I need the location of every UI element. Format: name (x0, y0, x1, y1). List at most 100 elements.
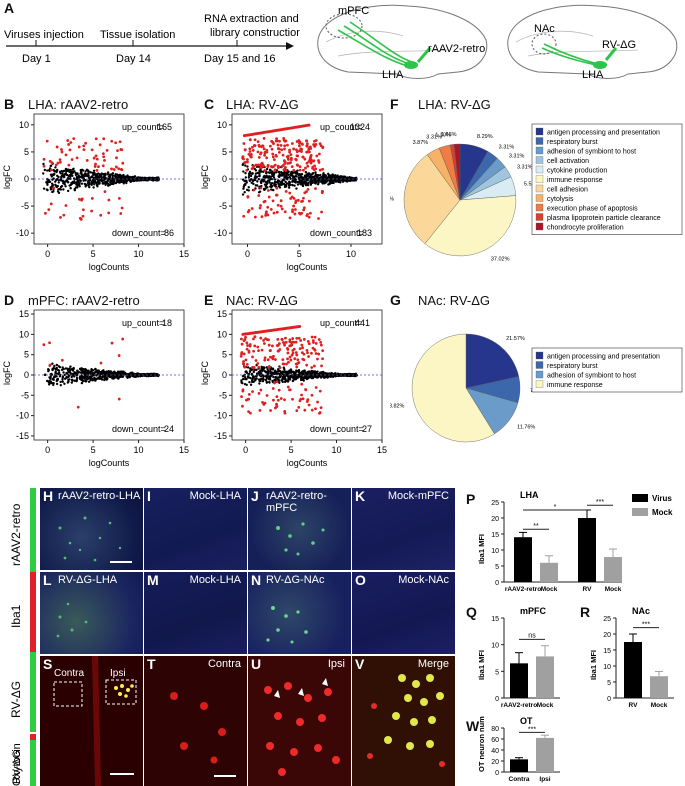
legend-swatch (535, 146, 544, 155)
legend-swatch (535, 194, 544, 202)
ma-point-de (309, 211, 312, 215)
ma-point (115, 375, 118, 379)
ma-point-de (48, 341, 51, 345)
ma-point-de (252, 165, 255, 168)
ma-point-de (298, 168, 302, 172)
ma-point-de (59, 215, 62, 219)
ma-point (88, 181, 91, 185)
micrograph-l: L RV-ΔG-LHA (40, 572, 143, 654)
ma-point (77, 370, 80, 374)
ma-point (76, 172, 79, 175)
ma-point (270, 171, 273, 174)
timeline-day3: Day 15 and 16 (204, 53, 276, 65)
ma-point (323, 173, 326, 177)
ma-point-de (314, 407, 317, 411)
ma-plot-c: 0 5 10 10 5 0 -5 -10 logCounts logFC up_count=1324… (200, 113, 383, 272)
micrograph-t-label: Contra (207, 658, 241, 670)
ma-point (301, 370, 304, 373)
ma-point (67, 378, 70, 382)
ma-point-de (265, 394, 269, 397)
ma-point (307, 181, 310, 184)
ma-point (61, 380, 64, 383)
ma-point (148, 373, 151, 376)
ma-point-de (246, 160, 249, 164)
ma-point-de (312, 364, 316, 368)
ma-point-de (263, 358, 267, 362)
bar-chart-w: OT 0 20 40 60 80 OT neuron number Contra Ipsi *** (477, 716, 560, 783)
ma-point-de (258, 206, 262, 210)
y-tick-label: 10 (19, 120, 29, 130)
ma-point (64, 180, 68, 183)
ma-point (258, 379, 261, 383)
ma-point (63, 382, 66, 385)
ma-point (103, 174, 106, 177)
ma-point-de (262, 137, 266, 140)
ma-point (50, 373, 54, 376)
ma-point-de (321, 167, 325, 171)
ma-point-de (271, 344, 274, 348)
ma-point (268, 171, 271, 175)
ma-point-de (284, 166, 287, 169)
ma-point-de (48, 363, 52, 367)
ma-point (257, 191, 261, 194)
ma-point (250, 368, 254, 371)
ma-point (247, 186, 250, 189)
ma-down-label: down_count= (310, 424, 364, 434)
ma-point (70, 381, 73, 384)
ma-point (314, 177, 317, 180)
micrograph-v: V Merge (352, 656, 455, 786)
panel-label-s: S (43, 656, 53, 672)
ma-point-de (277, 150, 281, 154)
pie-slice-label: 3.87% (413, 140, 429, 146)
ma-point (241, 193, 245, 196)
ma-point (73, 189, 77, 192)
ma-point-de (110, 139, 114, 143)
legend-label: cytolysis (547, 196, 574, 203)
ma-point-de (102, 137, 106, 141)
ma-point-de (263, 199, 267, 203)
ma-point (80, 367, 83, 370)
ma-point-de (66, 139, 70, 142)
ma-point (276, 372, 280, 375)
ma-point (297, 375, 300, 379)
micrograph-m-label: Mock-LHA (189, 574, 241, 586)
y-tick-label: 40 (491, 748, 499, 755)
ma-point-de (312, 341, 315, 344)
ma-point-de (242, 157, 245, 161)
ma-point-de (253, 344, 257, 348)
ma-point-de (288, 216, 292, 220)
ma-point (252, 182, 255, 186)
ma-point (291, 183, 294, 187)
ma-point (109, 179, 113, 183)
ma-point-de (266, 358, 270, 362)
ma-point (296, 169, 299, 172)
bar (536, 656, 554, 698)
bar-ylabel: Iba1 MFI (477, 534, 486, 564)
ma-point (69, 365, 72, 368)
y-tick-label: -10 (214, 228, 227, 238)
legend-swatch (535, 165, 544, 174)
ma-point (291, 379, 295, 383)
ma-point-de (278, 139, 281, 143)
ma-point (277, 175, 281, 179)
ma-point (96, 370, 99, 374)
y-tick-label: 0 (495, 580, 499, 587)
ma-point (70, 378, 74, 382)
ma-point-de (261, 144, 264, 148)
ma-point-de (247, 393, 251, 396)
ma-point (283, 185, 287, 189)
ma-point (259, 374, 262, 378)
panel-label-u: U (251, 656, 262, 672)
ma-point (285, 174, 288, 178)
ma-point-de (114, 141, 118, 145)
ma-point (354, 177, 357, 181)
panel-label-g: G (390, 292, 401, 308)
ma-point (69, 175, 72, 179)
ma-point (111, 172, 115, 175)
ma-point (70, 182, 74, 185)
ma-point-de (288, 355, 292, 359)
ma-point-de (70, 158, 74, 161)
y-tick-label: -15 (214, 431, 227, 441)
ma-point (243, 182, 247, 186)
bar-chart-r: NAc 0 5 10 15 20 25 Iba1 MFI RV Mock *** (589, 606, 674, 709)
